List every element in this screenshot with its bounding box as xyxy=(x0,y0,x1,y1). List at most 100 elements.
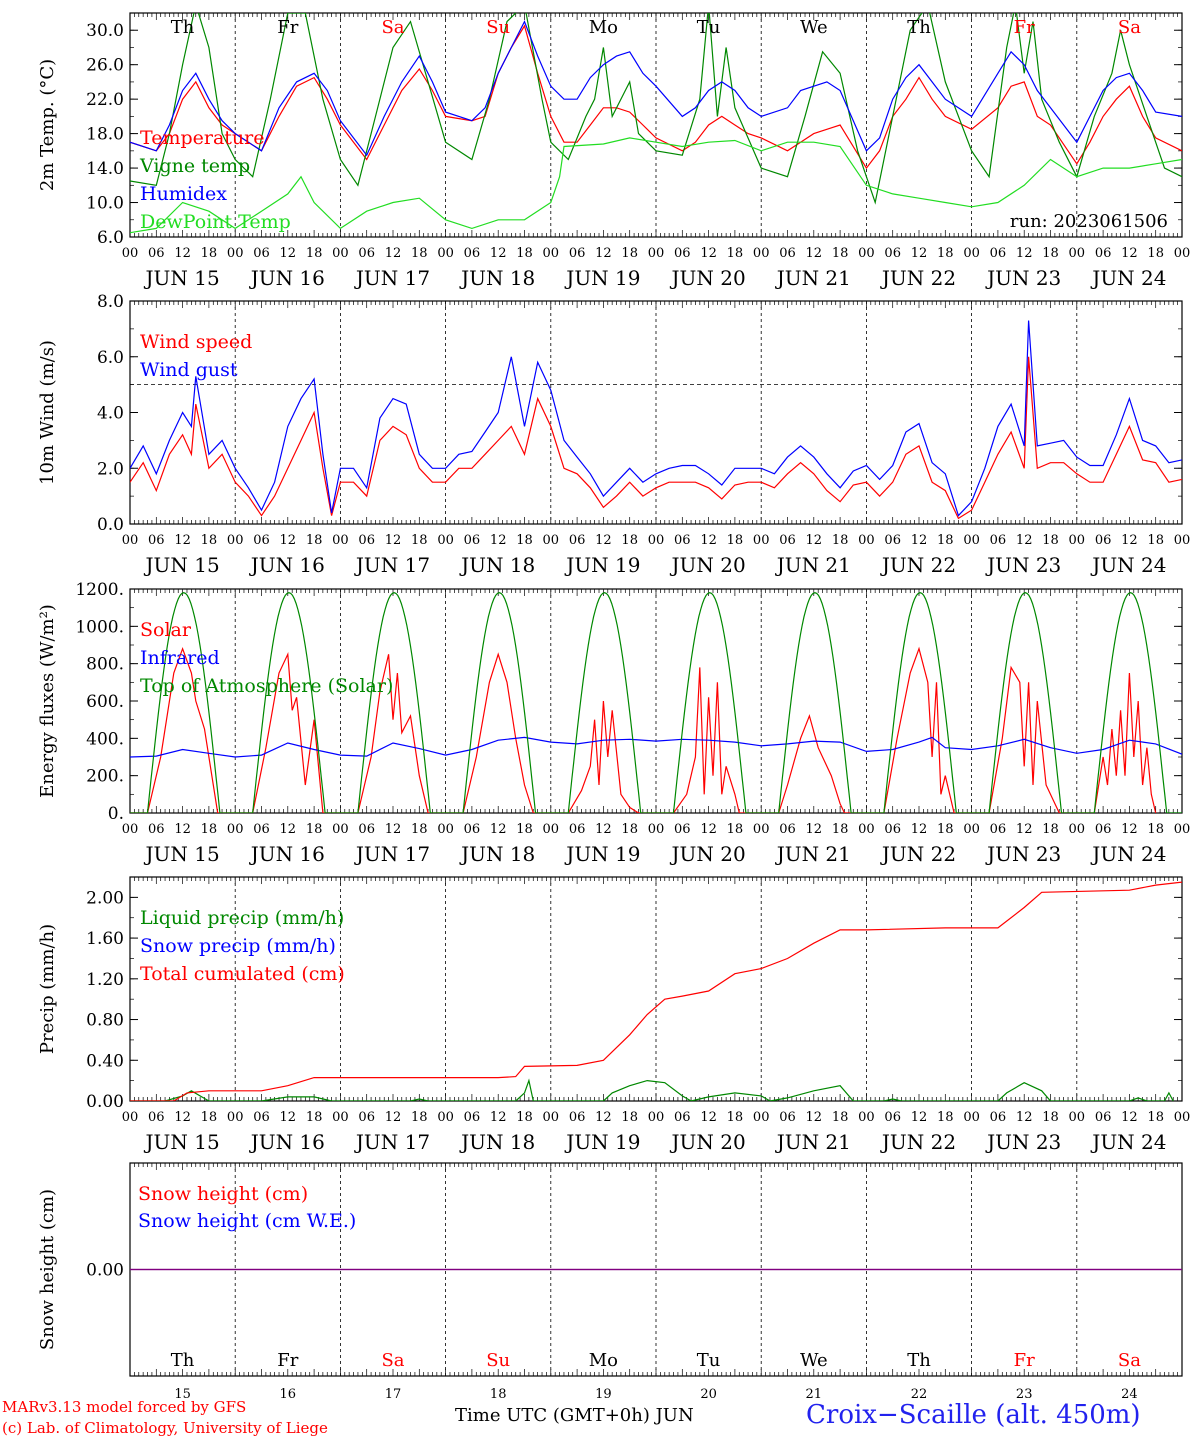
hour-tick-label: 12 xyxy=(1121,822,1138,837)
hour-tick-label: 06 xyxy=(884,822,901,837)
hour-tick-label: 12 xyxy=(1016,246,1033,261)
hour-tick-label: 12 xyxy=(911,1110,928,1125)
y-tick-label: 14.0 xyxy=(86,159,124,179)
hour-tick-label: 00 xyxy=(963,533,980,548)
hour-tick-label: 18 xyxy=(201,533,218,548)
hour-tick-label: 06 xyxy=(569,246,586,261)
hour-tick-label: 12 xyxy=(280,533,297,548)
hour-tick-label: 18 xyxy=(201,246,218,261)
y-tick-label: 400. xyxy=(86,729,124,749)
hour-tick-label: 12 xyxy=(1121,533,1138,548)
day-number-label: 17 xyxy=(385,1387,402,1402)
date-label: JUN 19 xyxy=(564,266,640,290)
legend-entry: Humidex xyxy=(140,183,227,205)
series-line-humidex xyxy=(130,20,1182,157)
hour-tick-label: 00 xyxy=(1174,246,1191,261)
y-tick-label: 0.80 xyxy=(86,1011,124,1031)
legend-entry: Snow precip (mm/h) xyxy=(140,935,336,957)
day-number-label: 23 xyxy=(1016,1387,1033,1402)
day-number-label: 19 xyxy=(595,1387,612,1402)
hour-tick-label: 06 xyxy=(148,822,165,837)
weekday-label: Mo xyxy=(589,17,618,38)
hour-tick-label: 06 xyxy=(464,533,481,548)
weekday-label: Sa xyxy=(1118,1350,1141,1371)
series-line-liquid-precip-mm-h- xyxy=(130,1078,1174,1101)
hour-tick-label: 00 xyxy=(543,246,560,261)
date-label: JUN 21 xyxy=(775,266,851,290)
hour-tick-label: 06 xyxy=(253,822,270,837)
hour-tick-label: 18 xyxy=(1147,822,1164,837)
hour-tick-label: 00 xyxy=(543,1110,560,1125)
hour-tick-label: 18 xyxy=(1147,533,1164,548)
y-tick-label: 0.00 xyxy=(86,1092,124,1112)
legend-entry: Vigne temp xyxy=(139,155,250,177)
weekday-label: Tu xyxy=(697,17,721,38)
hour-tick-label: 12 xyxy=(385,822,402,837)
hour-tick-label: 06 xyxy=(884,1110,901,1125)
hour-tick-label: 06 xyxy=(990,822,1007,837)
hour-tick-label: 18 xyxy=(1042,822,1059,837)
hour-tick-label: 00 xyxy=(858,1110,875,1125)
hour-tick-label: 06 xyxy=(148,533,165,548)
date-label: JUN 15 xyxy=(144,266,220,290)
hour-tick-label: 00 xyxy=(963,246,980,261)
date-label: JUN 24 xyxy=(1090,1130,1166,1154)
date-label: JUN 18 xyxy=(459,842,535,866)
day-number-label: 16 xyxy=(280,1387,297,1402)
hour-tick-label: 18 xyxy=(1042,1110,1059,1125)
legend-entry: Total cumulated (cm) xyxy=(140,963,345,985)
hour-tick-label: 18 xyxy=(1147,246,1164,261)
y-tick-label: 6.0 xyxy=(97,348,124,368)
hour-tick-label: 06 xyxy=(1095,1110,1112,1125)
y-tick-label: 2.0 xyxy=(97,459,124,479)
hour-tick-label: 18 xyxy=(411,533,428,548)
hour-tick-label: 00 xyxy=(1174,533,1191,548)
series-line-solar xyxy=(130,646,1157,813)
weekday-label: Fr xyxy=(1014,17,1035,38)
date-label: JUN 17 xyxy=(354,266,430,290)
y-axis-label: Snow height (cm) xyxy=(37,1189,58,1350)
hour-tick-label: 18 xyxy=(937,246,954,261)
y-tick-label: 1000. xyxy=(75,617,124,637)
hour-tick-label: 12 xyxy=(700,533,717,548)
weekday-label: Tu xyxy=(697,1350,721,1371)
series-line-dewpoint-temp xyxy=(130,137,1182,234)
hour-tick-label: 00 xyxy=(227,1110,244,1125)
y-tick-label: 6.0 xyxy=(97,228,124,248)
legend-entry: Solar xyxy=(140,619,192,641)
hour-tick-label: 06 xyxy=(253,533,270,548)
date-label: JUN 22 xyxy=(880,266,956,290)
hour-tick-label: 12 xyxy=(595,533,612,548)
hour-tick-label: 12 xyxy=(595,246,612,261)
y-tick-label: 22.0 xyxy=(86,90,124,110)
hour-tick-label: 00 xyxy=(1069,533,1086,548)
date-label: JUN 20 xyxy=(670,1130,746,1154)
series-line-infrared xyxy=(130,736,1182,758)
legend-entry: Top of Atmosphere (Solar) xyxy=(140,675,393,697)
hour-tick-label: 00 xyxy=(648,822,665,837)
y-tick-label: 1.60 xyxy=(86,929,124,949)
y-tick-label: 2.00 xyxy=(86,888,124,908)
hour-tick-label: 00 xyxy=(227,822,244,837)
hour-tick-label: 12 xyxy=(700,246,717,261)
hour-tick-label: 06 xyxy=(148,1110,165,1125)
hour-tick-label: 18 xyxy=(411,822,428,837)
hour-tick-label: 12 xyxy=(490,822,507,837)
y-axis-label: Precip (mm/h) xyxy=(37,924,58,1054)
weekday-label: Su xyxy=(486,1350,510,1371)
panel-snow: 0.00 Snow height (cm) Snow height (cm) Snow… xyxy=(37,1162,1183,1402)
y-tick-label: 0.00 xyxy=(86,1261,124,1281)
legend-entry: Wind gust xyxy=(140,359,238,381)
hour-tick-label: 18 xyxy=(727,822,744,837)
hour-tick-label: 06 xyxy=(1095,822,1112,837)
panel-energy: 0. 200. 400. 600. 800. 1000. 1200. Energy fluxe… xyxy=(37,580,1190,866)
date-label: JUN 22 xyxy=(880,842,956,866)
hour-tick-label: 18 xyxy=(727,533,744,548)
hour-tick-label: 06 xyxy=(674,533,691,548)
y-tick-label: 0.40 xyxy=(86,1051,124,1071)
hour-tick-label: 12 xyxy=(911,822,928,837)
hour-tick-label: 00 xyxy=(858,533,875,548)
hour-tick-label: 00 xyxy=(1174,1110,1191,1125)
weekday-label: Th xyxy=(171,1350,195,1371)
weekday-label: Sa xyxy=(381,1350,404,1371)
